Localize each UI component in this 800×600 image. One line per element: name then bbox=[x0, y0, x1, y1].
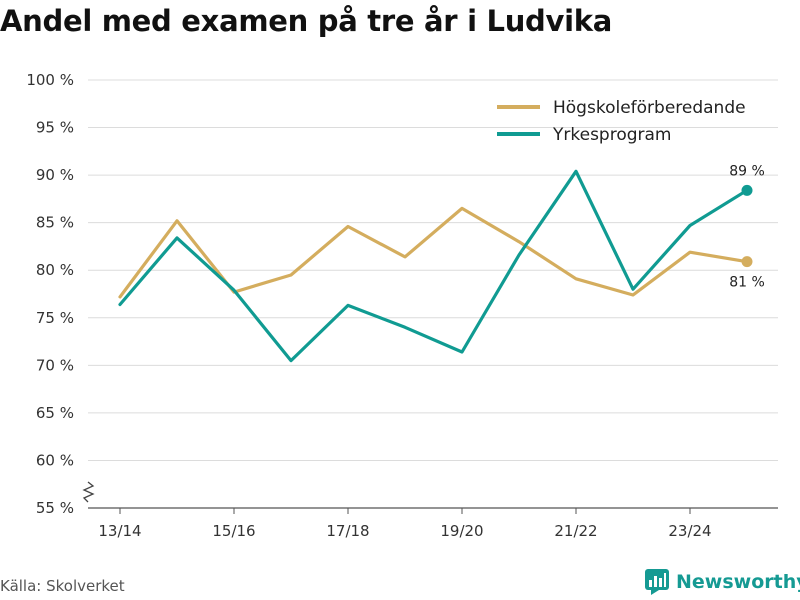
series-line bbox=[118, 169, 749, 363]
series-end-marker bbox=[741, 184, 753, 196]
axis-break-icon bbox=[82, 481, 95, 503]
y-tick-label: 95 % bbox=[36, 119, 74, 137]
y-tick-label: 75 % bbox=[36, 309, 74, 327]
series-line bbox=[118, 206, 749, 299]
y-tick-label: 85 % bbox=[36, 214, 74, 232]
y-tick-label: 65 % bbox=[36, 404, 74, 422]
x-tick-label: 17/18 bbox=[326, 522, 369, 540]
series-end-label: 81 % bbox=[729, 275, 765, 291]
y-tick-label: 70 % bbox=[36, 356, 74, 374]
x-tick-label: 21/22 bbox=[554, 522, 597, 540]
brand-name: Newsworthy bbox=[676, 571, 800, 593]
newsworthy-logo-icon bbox=[645, 569, 669, 595]
x-tick-label: 13/14 bbox=[98, 522, 141, 540]
brand-logo: Newsworthy bbox=[645, 569, 800, 595]
series-end-label: 89 % bbox=[729, 163, 765, 179]
y-tick-label: 100 % bbox=[26, 71, 74, 89]
chart-title: Andel med examen på tre år i Ludvika bbox=[0, 4, 613, 38]
y-tick-label: 90 % bbox=[36, 166, 74, 184]
y-tick-label: 60 % bbox=[36, 451, 74, 469]
x-tick-label: 23/24 bbox=[668, 522, 711, 540]
y-tick-label: 55 % bbox=[36, 499, 74, 517]
series-end-marker bbox=[741, 256, 753, 268]
legend-label: Högskoleförberedande bbox=[553, 98, 746, 118]
y-tick-label: 80 % bbox=[36, 261, 74, 279]
legend-label: Yrkesprogram bbox=[552, 125, 672, 145]
x-tick-label: 15/16 bbox=[212, 522, 255, 540]
source-note: Källa: Skolverket bbox=[0, 577, 125, 595]
x-tick-label: 19/20 bbox=[440, 522, 483, 540]
